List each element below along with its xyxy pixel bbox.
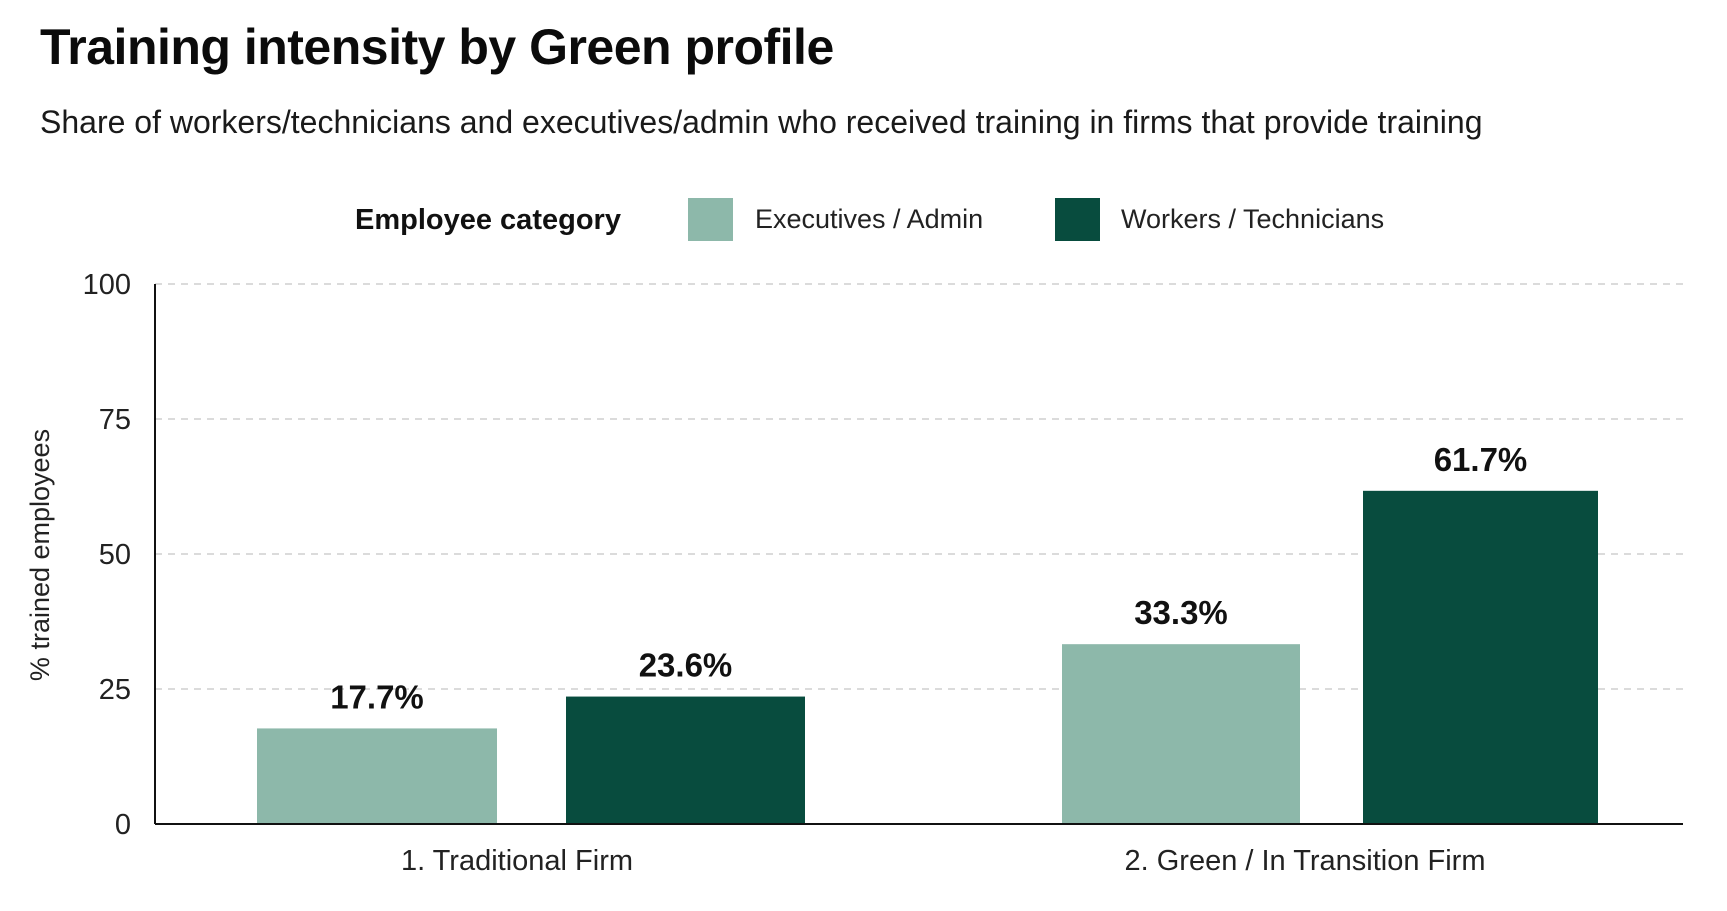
chart-title: Training intensity by Green profile bbox=[40, 19, 834, 75]
legend-swatch-workers-technicians bbox=[1055, 198, 1100, 241]
legend-swatch-executives-admin bbox=[688, 198, 733, 241]
data-label-workers-technicians-1: 23.6% bbox=[639, 647, 733, 684]
y-tick-label-100: 100 bbox=[83, 269, 131, 301]
bar-workers-technicians-1 bbox=[566, 696, 805, 824]
bars bbox=[257, 490, 1598, 824]
legend: Employee category Executives / Admin Wor… bbox=[355, 198, 1384, 241]
y-tick-label-0: 0 bbox=[115, 809, 131, 841]
bar-executives-admin-2 bbox=[1062, 644, 1300, 824]
x-category-label-1: 1. Traditional Firm bbox=[401, 845, 633, 877]
chart-subtitle: Share of workers/technicians and executi… bbox=[40, 104, 1483, 140]
y-axis-title: % trained employees bbox=[25, 429, 55, 681]
bar-workers-technicians-2 bbox=[1363, 490, 1598, 824]
y-tick-label-25: 25 bbox=[99, 674, 131, 706]
data-label-workers-technicians-2: 61.7% bbox=[1434, 441, 1528, 478]
axes bbox=[154, 284, 1683, 825]
data-label-executives-admin-2: 33.3% bbox=[1134, 594, 1228, 631]
legend-label-executives-admin: Executives / Admin bbox=[755, 204, 983, 234]
legend-title: Employee category bbox=[355, 204, 621, 236]
y-tick-label-75: 75 bbox=[99, 404, 131, 436]
y-tick-label-50: 50 bbox=[99, 539, 131, 571]
data-label-executives-admin-1: 17.7% bbox=[330, 678, 424, 715]
bar-executives-admin-1 bbox=[257, 728, 497, 824]
labels: 0 25 50 75 100 17.7% 23.6% 1. Traditional Firm 3… bbox=[83, 269, 1528, 877]
x-category-label-2: 2. Green / In Transition Firm bbox=[1124, 845, 1485, 877]
legend-label-workers-technicians: Workers / Technicians bbox=[1121, 204, 1384, 234]
